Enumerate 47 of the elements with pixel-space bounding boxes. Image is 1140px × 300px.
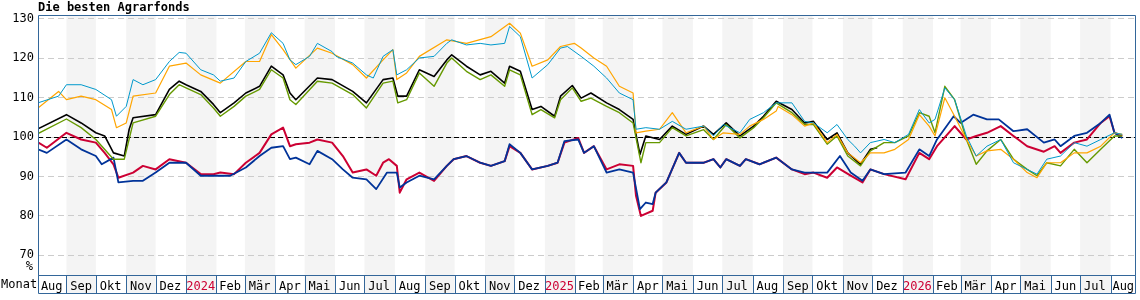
x-tick-label: Dez <box>159 279 182 294</box>
x-tick-label: 2025 <box>545 279 574 294</box>
y-tick-label: 120 <box>12 50 34 65</box>
x-tick-label: Jun <box>1054 279 1077 294</box>
x-axis-title: Monat <box>1 277 38 292</box>
x-tick-label: Okt <box>458 279 481 294</box>
x-tick-label: Feb <box>578 279 600 294</box>
x-tick-label: Sep <box>429 279 451 294</box>
x-tick-label: 2024 <box>186 279 216 294</box>
x-tick-label: Aug <box>398 279 421 294</box>
y-axis-title: % <box>25 259 34 274</box>
x-tick-label: Jun <box>338 279 361 294</box>
x-tick-label: Nov <box>846 279 869 294</box>
x-tick-label: Apr <box>279 279 301 294</box>
x-tick-label: Mai <box>1024 279 1046 294</box>
y-tick-label: 70 <box>19 247 34 262</box>
x-tick-label: Jun <box>696 279 719 294</box>
x-tick-label: Apr <box>994 279 1017 294</box>
x-tick-label: Jul <box>726 279 748 294</box>
x-tick-label: Okt <box>99 279 122 294</box>
y-tick-label: 100 <box>12 129 34 144</box>
x-tick-label: Jul <box>368 279 391 294</box>
x-tick-label: Nov <box>130 279 152 294</box>
x-tick-label: Okt <box>816 279 839 294</box>
x-tick-label: Aug <box>40 279 63 294</box>
x-tick-label: Mär <box>606 279 629 294</box>
x-tick-label: Mär <box>248 279 271 294</box>
x-tick-label: Sep <box>70 279 92 294</box>
x-tick-label: Aug <box>1112 279 1135 294</box>
x-tick-label: Mär <box>964 279 987 294</box>
chart-title: Die besten Agrarfonds <box>38 0 190 15</box>
y-tick-label: 80 <box>19 208 34 223</box>
x-tick-label: Dez <box>876 279 898 294</box>
x-tick-label: Sep <box>786 279 809 294</box>
x-tick-label: Feb <box>219 279 241 294</box>
y-tick-label: 90 <box>19 168 34 183</box>
x-tick-label: Feb <box>935 279 958 294</box>
x-tick-label: Nov <box>488 279 511 294</box>
x-tick-label: Mai <box>308 279 331 294</box>
x-tick-label: Jul <box>1083 279 1106 294</box>
y-tick-label: 110 <box>12 89 34 104</box>
x-tick-label: Apr <box>636 279 659 294</box>
x-tick-label: Aug <box>756 279 779 294</box>
x-tick-label: Mai <box>666 279 689 294</box>
x-tick-label: 2026 <box>902 279 932 294</box>
x-tick-label: Dez <box>518 279 540 294</box>
y-tick-label: 130 <box>12 11 34 26</box>
